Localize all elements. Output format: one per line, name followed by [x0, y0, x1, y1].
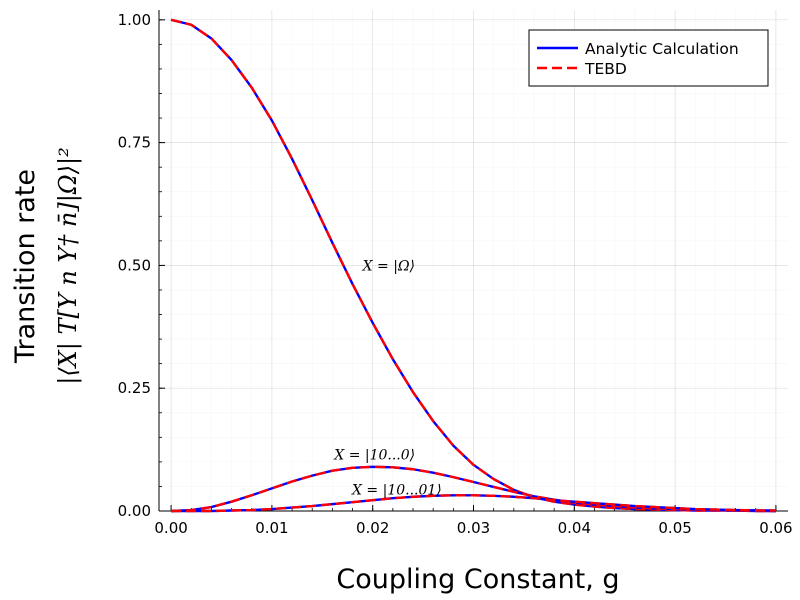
x-tick-label: 0.03: [457, 519, 490, 537]
legend-label-tebd: TEBD: [584, 60, 627, 78]
curve-annotation-2: X = |10...0⟩: [333, 448, 415, 464]
y-tick-label: 0.75: [118, 134, 151, 152]
series-tebd-line-3: [171, 494, 776, 513]
x-tick-label: 0.02: [356, 519, 389, 537]
curve-annotation-1: X = |Ω⟩: [362, 258, 415, 274]
x-tick-label: 0.04: [558, 519, 591, 537]
y-tick-label: 0.25: [118, 379, 151, 397]
x-tick-label: 0.01: [255, 519, 288, 537]
annotations: X = |Ω⟩ X = |10...0⟩ X = |10...01⟩: [333, 258, 441, 498]
y-axis-title-line1: Transition rate: [10, 169, 41, 364]
y-axis-title-line2: |⟨X| T[Y n Y† n̄]|Ω⟩|²: [54, 147, 83, 385]
curve-annotation-3: X = |10...01⟩: [351, 482, 442, 498]
x-tick-label: 0.00: [154, 519, 187, 537]
y-tick-label: 0.50: [118, 256, 151, 274]
x-tick-label: 0.06: [759, 519, 792, 537]
legend: Analytic Calculation TEBD: [528, 29, 769, 87]
x-tick-label: 0.05: [658, 519, 691, 537]
grid: [159, 10, 788, 512]
y-tick-label: 1.00: [118, 11, 151, 29]
legend-label-analytic: Analytic Calculation: [585, 40, 739, 58]
ticks: 0.00 0.01 0.02 0.03 0.04 0.05 0.06 0.00 0.25 0.50…: [118, 11, 793, 537]
x-axis-title: Coupling Constant, g: [336, 564, 619, 595]
y-tick-label: 0.00: [118, 502, 151, 520]
legend-box: [528, 29, 769, 87]
series-lines: [170, 18, 776, 513]
